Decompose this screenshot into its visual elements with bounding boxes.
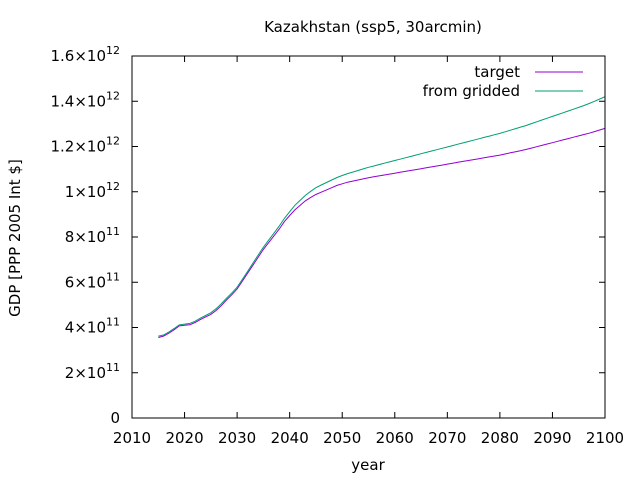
x-tick-label: 2010 <box>113 429 151 447</box>
plot-frame <box>131 55 606 419</box>
y-axis-ticks: 0 2×1011 4×1011 6×1011 8×1011 1×1012 1.2×1012 1… <box>50 44 605 427</box>
series-lines <box>158 96 606 338</box>
x-axis-ticks: 2010 2020 2030 2040 2050 2060 2070 2080 2090 2100 <box>113 56 624 447</box>
x-tick-label: 2060 <box>376 429 414 447</box>
series-line-2 <box>158 96 606 337</box>
x-tick-label: 2090 <box>533 429 571 447</box>
x-axis-label: year <box>351 456 385 474</box>
legend-label-1: target <box>474 63 520 81</box>
legend-label-2: from gridded <box>423 82 520 100</box>
x-tick-label: 2050 <box>323 429 361 447</box>
y-tick-label: 8×1011 <box>65 225 120 246</box>
series-line-1 <box>158 127 606 338</box>
y-tick-label: 1.2×1012 <box>50 135 120 156</box>
y-tick-label: 1.4×1012 <box>50 89 120 110</box>
x-tick-label: 2100 <box>586 429 624 447</box>
y-tick-label: 1×1012 <box>65 180 120 201</box>
x-tick-label: 2040 <box>271 429 309 447</box>
y-tick-label: 4×1011 <box>65 316 120 337</box>
chart-title: Kazakhstan (ssp5, 30arcmin) <box>264 18 482 36</box>
y-tick-label: 1.6×1012 <box>50 44 120 65</box>
x-tick-label: 2030 <box>218 429 256 447</box>
y-tick-label: 2×1011 <box>65 361 120 382</box>
y-axis-label: GDP [PPP 2005 Int $] <box>6 159 24 317</box>
x-tick-label: 2070 <box>428 429 466 447</box>
y-tick-label: 0 <box>110 409 120 427</box>
x-tick-label: 2020 <box>165 429 203 447</box>
x-tick-label: 2080 <box>481 429 519 447</box>
y-tick-label: 6×1011 <box>65 270 120 291</box>
